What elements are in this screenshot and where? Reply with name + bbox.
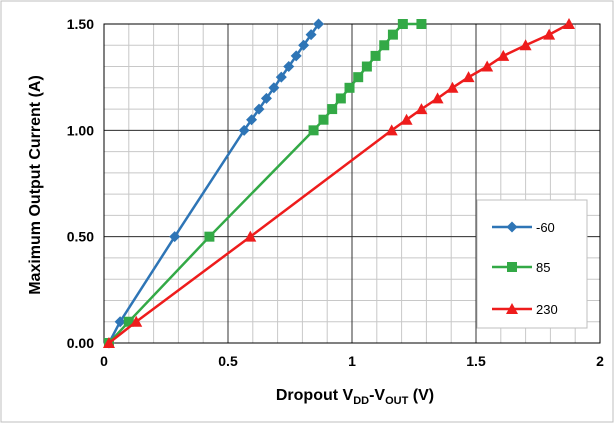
data-point: [446, 81, 459, 93]
x-tick-labels: 0 0.5 1 1.5 2: [100, 353, 604, 369]
data-point: [563, 18, 575, 29]
legend-swatch-marker: [506, 221, 518, 233]
legend-swatch-marker: [507, 262, 517, 272]
series-layer: [102, 18, 575, 349]
data-point: [102, 337, 115, 348]
y-tick-label: 0.00: [67, 335, 94, 351]
data-point: [253, 103, 265, 115]
series-2: [102, 18, 575, 348]
data-point: [462, 71, 475, 83]
data-point: [290, 50, 302, 62]
x-axis-label-mid: -V: [369, 387, 385, 404]
data-point: [244, 230, 257, 242]
data-point: [519, 39, 532, 51]
legend-swatch-marker: [506, 303, 518, 314]
x-axis-label-sub1: DD: [353, 395, 369, 407]
data-point: [298, 39, 310, 51]
x-axis-label: Dropout VDD-VOUT (V): [276, 387, 434, 407]
data-point: [415, 103, 428, 115]
data-point: [416, 19, 427, 29]
data-point: [431, 92, 444, 104]
data-point: [543, 28, 556, 40]
x-tick-label: 0.5: [218, 353, 238, 369]
data-point: [497, 49, 510, 61]
plot-area-border: [103, 23, 601, 344]
data-point: [114, 316, 126, 328]
data-point: [370, 50, 381, 61]
data-point: [313, 18, 325, 30]
data-point: [130, 315, 143, 327]
y-tick-labels: 0.00 0.50 1.00 1.50: [67, 16, 94, 351]
data-point: [260, 92, 272, 104]
data-point: [204, 231, 215, 242]
y-tick-label: 1.50: [67, 16, 94, 32]
x-tick-label: 0: [100, 353, 108, 369]
data-point: [379, 40, 390, 51]
data-point: [481, 60, 494, 72]
x-tick-label: 1: [348, 353, 356, 369]
data-point: [353, 72, 364, 83]
x-axis-label-sub2: OUT: [385, 395, 409, 407]
legend-label: 230: [536, 302, 558, 317]
data-point: [308, 125, 319, 136]
data-point: [344, 82, 355, 93]
data-point: [268, 82, 280, 94]
y-tick-label: 1.00: [67, 122, 94, 138]
legend: -60 85 230: [476, 199, 588, 329]
data-point: [387, 29, 398, 40]
data-point: [238, 124, 250, 136]
legend-box: [476, 199, 588, 329]
legend-label: -60: [536, 220, 555, 235]
data-point: [335, 93, 346, 104]
y-tick-label: 0.50: [67, 229, 94, 245]
legend-label: 85: [536, 260, 550, 275]
data-point: [397, 19, 408, 29]
data-point: [361, 61, 372, 72]
y-axis-label: Maximum Output Current (A): [27, 75, 44, 295]
data-point: [169, 231, 181, 243]
data-point: [246, 114, 258, 126]
data-point: [305, 29, 317, 41]
data-point: [123, 316, 134, 327]
data-point: [385, 124, 398, 136]
x-axis-label-main: Dropout V: [276, 387, 354, 404]
data-point: [327, 104, 338, 115]
x-tick-label: 2: [596, 353, 604, 369]
data-point: [283, 61, 295, 73]
x-axis-label-tail: (V): [408, 387, 434, 404]
data-point: [275, 71, 287, 83]
data-point: [318, 114, 329, 125]
x-tick-label: 1.5: [466, 353, 486, 369]
data-point: [400, 113, 413, 125]
